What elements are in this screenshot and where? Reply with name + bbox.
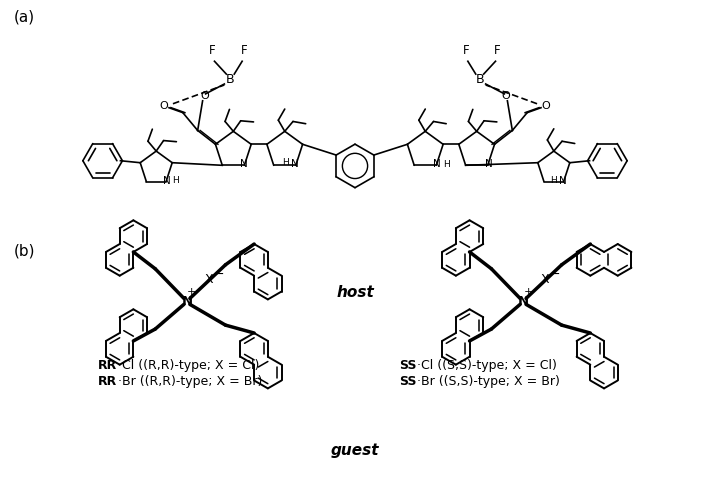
Text: ·Br ((S,S)-type; X = Br): ·Br ((S,S)-type; X = Br) [417, 375, 560, 388]
Text: SS: SS [400, 375, 417, 388]
Text: N: N [559, 176, 567, 186]
Text: (a): (a) [14, 10, 35, 25]
Text: RR: RR [98, 359, 117, 372]
Text: ·Cl ((R,R)-type; X = Cl): ·Cl ((R,R)-type; X = Cl) [118, 359, 259, 372]
Text: F: F [462, 44, 469, 57]
Text: N: N [239, 159, 247, 169]
Text: guest: guest [331, 443, 379, 458]
Text: ·Br ((R,R)-type; X = Br): ·Br ((R,R)-type; X = Br) [118, 375, 262, 388]
Text: N: N [485, 159, 493, 169]
Text: F: F [209, 44, 216, 57]
Text: +: + [187, 287, 197, 297]
Text: N: N [181, 295, 192, 308]
Text: O: O [501, 91, 510, 101]
Text: H: H [173, 176, 180, 185]
Text: host: host [336, 285, 374, 299]
Text: H: H [550, 176, 557, 185]
Text: −: − [550, 268, 560, 281]
Text: RR: RR [98, 375, 117, 388]
Text: (b): (b) [14, 243, 36, 258]
Text: +: + [523, 287, 532, 297]
Text: F: F [241, 44, 248, 57]
Text: O: O [160, 101, 168, 111]
Text: F: F [494, 44, 501, 57]
Text: B: B [476, 73, 484, 86]
Text: X: X [204, 273, 213, 286]
Text: N: N [433, 159, 441, 169]
Text: N: N [291, 159, 299, 169]
Text: −: − [214, 268, 224, 281]
Text: SS: SS [400, 359, 417, 372]
Text: H: H [443, 160, 449, 169]
Text: N: N [163, 176, 171, 186]
Text: X: X [541, 273, 550, 286]
Text: ·Cl ((S,S)-type; X = Cl): ·Cl ((S,S)-type; X = Cl) [417, 359, 557, 372]
Text: O: O [200, 91, 209, 101]
Text: O: O [542, 101, 550, 111]
Text: B: B [226, 73, 234, 86]
Text: H: H [283, 158, 289, 167]
Text: N: N [518, 295, 529, 308]
